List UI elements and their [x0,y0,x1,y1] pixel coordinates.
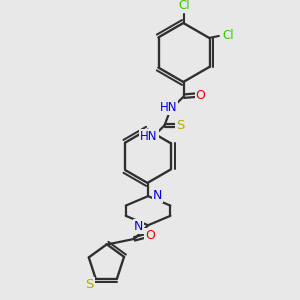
Text: O: O [196,89,206,102]
Text: HN: HN [140,130,158,143]
Text: N: N [134,220,143,233]
Text: N: N [153,189,163,202]
Text: S: S [176,119,184,132]
Text: HN: HN [160,101,177,114]
Text: S: S [85,278,94,291]
Text: O: O [145,230,155,242]
Text: Cl: Cl [178,0,190,12]
Text: Cl: Cl [223,28,234,41]
